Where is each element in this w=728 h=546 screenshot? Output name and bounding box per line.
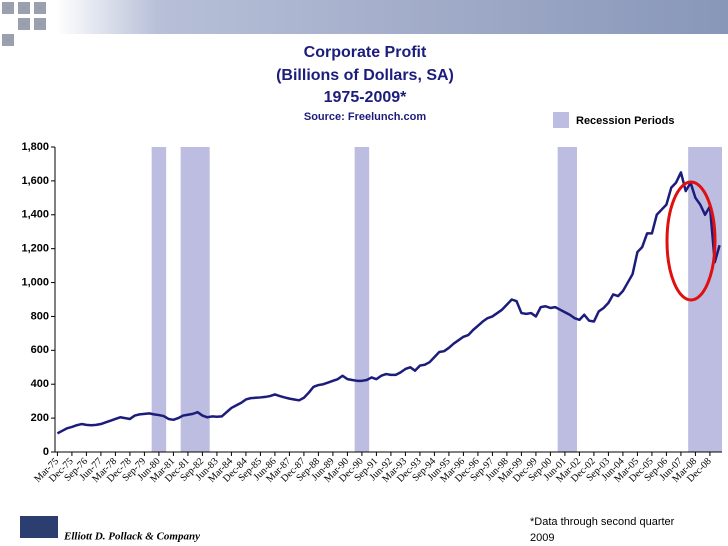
y-tick-label: 800 (31, 310, 49, 322)
recession-band (180, 147, 210, 452)
y-tick-label: 200 (31, 412, 49, 424)
footnote: *Data through second quarter (530, 516, 675, 528)
company-name: Elliott D. Pollack & Company (63, 531, 200, 543)
y-tick-label: 1,800 (21, 141, 49, 153)
line-series (56, 171, 721, 435)
chart-title: Corporate Profit (304, 44, 427, 61)
chart-title: 1975-2009* (324, 89, 408, 106)
chart-title: (Billions of Dollars, SA) (276, 67, 454, 84)
header-band (56, 0, 728, 34)
logo-squares (2, 2, 46, 46)
y-tick-label: 1,600 (21, 175, 49, 187)
recession-band (354, 147, 370, 452)
y-tick-label: 1,200 (21, 243, 49, 255)
highlight-circle (665, 180, 717, 302)
recession-band (151, 147, 167, 452)
subtitle: Source: Freelunch.com (304, 111, 426, 123)
recession-band (557, 147, 577, 452)
y-tick-label: 600 (31, 344, 49, 356)
legend-label: Recession Periods (576, 115, 674, 127)
legend-swatch (553, 112, 569, 128)
footnote: 2009 (530, 532, 554, 544)
y-tick-label: 0 (43, 446, 49, 458)
y-tick-label: 1,400 (21, 209, 49, 221)
y-tick-label: 400 (31, 378, 49, 390)
y-tick-label: 1,000 (21, 276, 49, 288)
company-logo (20, 516, 58, 538)
